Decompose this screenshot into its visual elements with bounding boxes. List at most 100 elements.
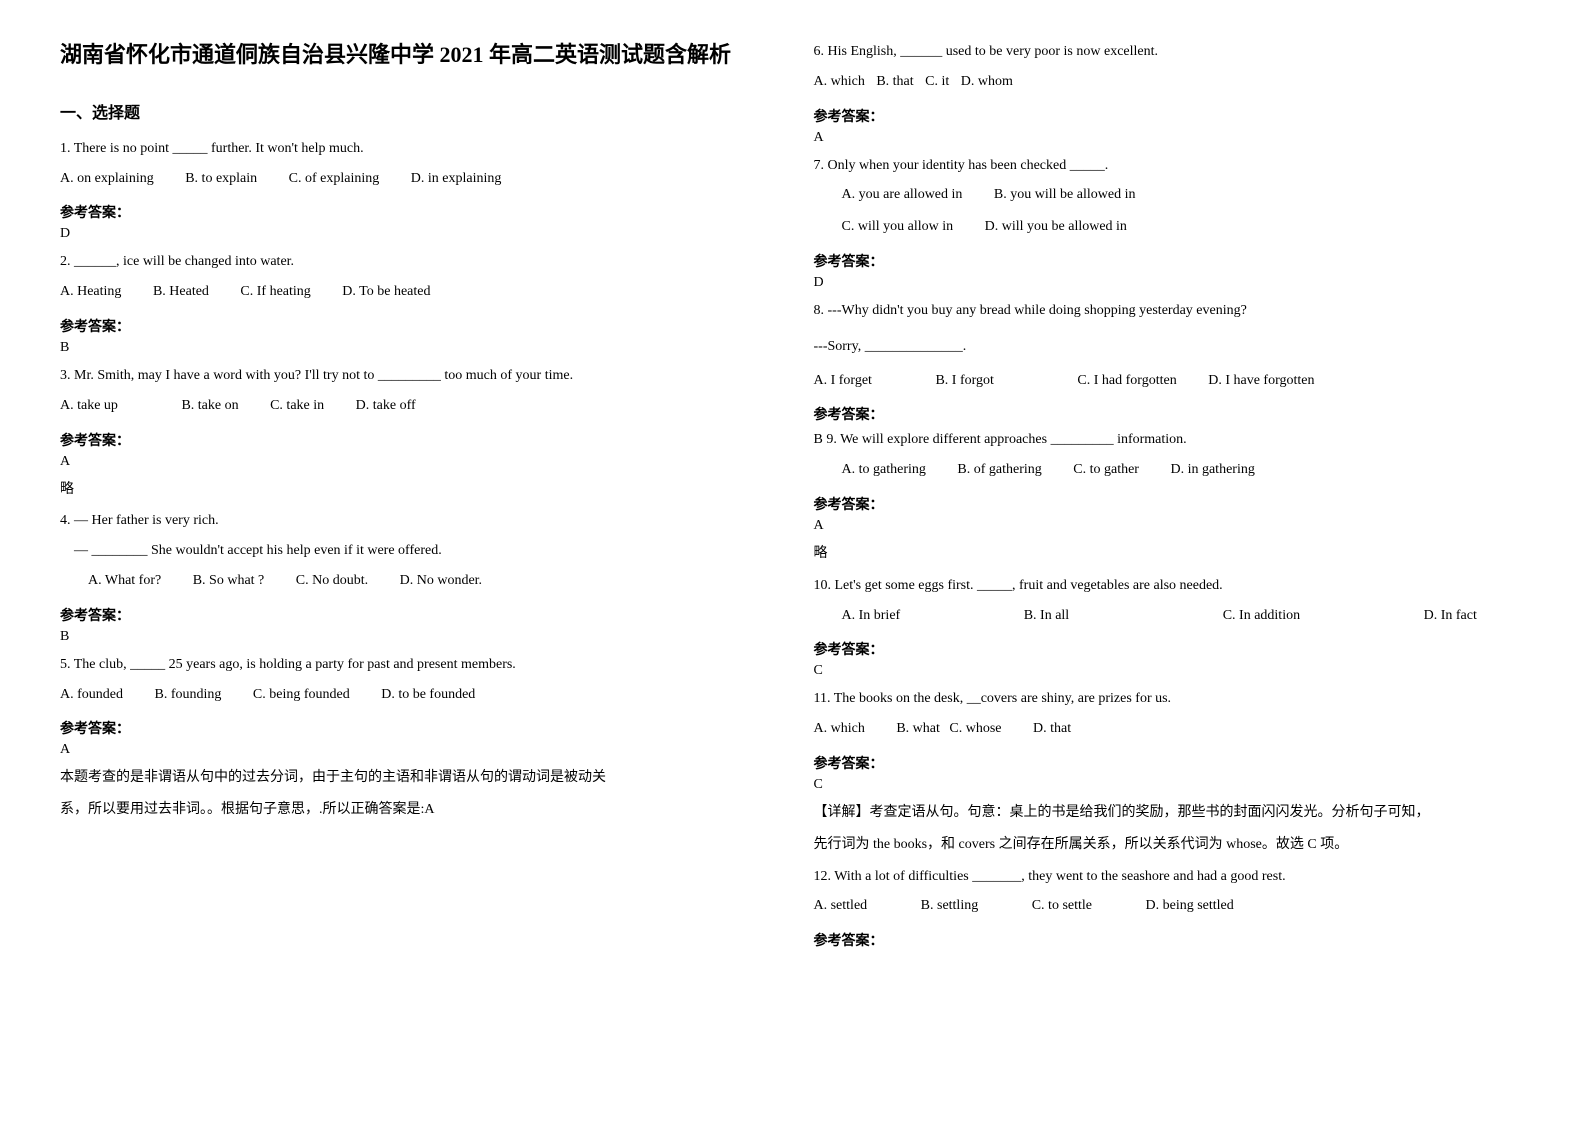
q3-optC: C. take in [270,394,324,418]
q2-optD: D. To be heated [342,280,430,304]
q9-answer-label: 参考答案： [814,494,1528,514]
q12-options: A. settled B. settling C. to settle D. b… [814,894,1528,918]
q10-answer-label: 参考答案： [814,639,1528,659]
right-column: 6. His English, ______ used to be very p… [814,40,1528,954]
q9-optA: A. to gathering [842,458,926,482]
q7-optC: C. will you allow in [842,215,954,239]
q2-answer-label: 参考答案： [60,316,774,336]
q6-options: A. which B. that C. it D. whom [814,70,1528,94]
q11-optD: D. that [1033,717,1071,741]
q4-options: A. What for? B. So what ? C. No doubt. D… [60,569,774,593]
q11-stem: 11. The books on the desk, __covers are … [814,687,1528,711]
q9-line: B 9. We will explore different approache… [814,428,1528,452]
q12-answer-label: 参考答案： [814,930,1528,950]
q1-answer: D [60,226,774,242]
q5-note2: 系，所以要用过去非词。。根据句子意思，.所以正确答案是:A [60,798,774,822]
q11-answer-label: 参考答案： [814,753,1528,773]
q5-answer: A [60,742,774,758]
q5-optB: B. founding [155,683,222,707]
q12-optC: C. to settle [1032,894,1092,918]
q7-optB: B. you will be allowed in [994,183,1136,207]
q1-optA: A. on explaining [60,167,154,191]
q9-optB: B. of gathering [957,458,1041,482]
q6-stem: 6. His English, ______ used to be very p… [814,40,1528,64]
q8-optC: C. I had forgotten [1077,369,1176,393]
q11-options: A. which B. what C. whose D. that [814,717,1528,741]
q4-answer: B [60,629,774,645]
q10-stem: 10. Let's get some eggs first. _____, fr… [814,574,1528,598]
exam-page: 湖南省怀化市通道侗族自治县兴隆中学 2021 年高二英语测试题含解析 一、选择题… [0,0,1587,994]
q3-optD: D. take off [356,394,416,418]
q8-stem2: ---Sorry, ______________. [814,335,1528,359]
q4-stem1: 4. — Her father is very rich. [60,509,774,533]
q10-optC: C. In addition [1223,604,1300,628]
q6-answer: A [814,130,1528,146]
q2-optA: A. Heating [60,280,121,304]
q11-optB: B. what [896,717,940,741]
q5-optA: A. founded [60,683,123,707]
q9-optC: C. to gather [1073,458,1139,482]
q7-answer: D [814,275,1528,291]
q4-answer-label: 参考答案： [60,605,774,625]
q3-optB: B. take on [181,394,238,418]
q12-optA: A. settled [814,894,868,918]
q4-optC: C. No doubt. [296,569,368,593]
q7-answer-label: 参考答案： [814,251,1528,271]
q2-options: A. Heating B. Heated C. If heating D. To… [60,280,774,304]
q7-optD: D. will you be allowed in [985,215,1127,239]
q5-optC: C. being founded [253,683,350,707]
q6-optA: A. which [814,70,865,94]
q3-options: A. take up B. take on C. take in D. take… [60,394,774,418]
q6-optB: B. that [876,70,913,94]
q8-optD: D. I have forgotten [1208,369,1314,393]
q12-stem: 12. With a lot of difficulties _______, … [814,865,1528,889]
q10-optB: B. In all [1024,604,1070,628]
q2-optB: B. Heated [153,280,209,304]
q8-answer-prefix: B [814,432,823,447]
q9-optD: D. in gathering [1170,458,1254,482]
q4-optA: A. What for? [88,569,161,593]
q10-answer: C [814,663,1528,679]
q8-optB: B. I forgot [935,369,993,393]
q3-answer: A [60,454,774,470]
q1-stem: 1. There is no point _____ further. It w… [60,137,774,161]
q3-note: 略 [60,478,774,502]
q4-stem2: — ________ She wouldn't accept his help … [60,539,774,563]
q9-answer: A [814,518,1528,534]
q4-optB: B. So what ? [193,569,265,593]
q11-optA: A. which [814,717,865,741]
q9-note: 略 [814,542,1528,566]
q10-options: A. In brief B. In all C. In addition D. … [814,604,1528,628]
q1-optD: D. in explaining [411,167,502,191]
left-column: 湖南省怀化市通道侗族自治县兴隆中学 2021 年高二英语测试题含解析 一、选择题… [60,40,774,954]
q12-optD: D. being settled [1146,894,1234,918]
q5-answer-label: 参考答案： [60,718,774,738]
q9-stem: 9. We will explore different approaches … [826,432,1186,447]
q7-options-row2: C. will you allow in D. will you be allo… [814,215,1528,239]
q1-answer-label: 参考答案： [60,202,774,222]
q3-optA: A. take up [60,394,118,418]
q12-optB: B. settling [921,894,979,918]
q4-optD: D. No wonder. [400,569,482,593]
q11-note2: 先行词为 the books，和 covers 之间存在所属关系，所以关系代词为… [814,833,1528,857]
q8-optA: A. I forget [814,369,872,393]
q10-optD: D. In fact [1424,604,1477,628]
q8-answer-label: 参考答案： [814,404,1528,424]
q1-optC: C. of explaining [289,167,380,191]
q6-answer-label: 参考答案： [814,106,1528,126]
exam-title: 湖南省怀化市通道侗族自治县兴隆中学 2021 年高二英语测试题含解析 [60,40,774,71]
q3-answer-label: 参考答案： [60,430,774,450]
q2-stem: 2. ______, ice will be changed into wate… [60,250,774,274]
q5-optD: D. to be founded [381,683,475,707]
q7-options-row1: A. you are allowed in B. you will be all… [814,183,1528,207]
q8-stem1: 8. ---Why didn't you buy any bread while… [814,299,1528,323]
q11-answer: C [814,777,1528,793]
q7-optA: A. you are allowed in [842,183,963,207]
q1-options: A. on explaining B. to explain C. of exp… [60,167,774,191]
q11-note1: 【详解】考查定语从句。句意：桌上的书是给我们的奖励，那些书的封面闪闪发光。分析句… [814,801,1528,825]
q1-optB: B. to explain [185,167,257,191]
q11-optC: C. whose [949,717,1001,741]
q7-stem: 7. Only when your identity has been chec… [814,154,1528,178]
q6-optD: D. whom [961,70,1013,94]
q5-options: A. founded B. founding C. being founded … [60,683,774,707]
